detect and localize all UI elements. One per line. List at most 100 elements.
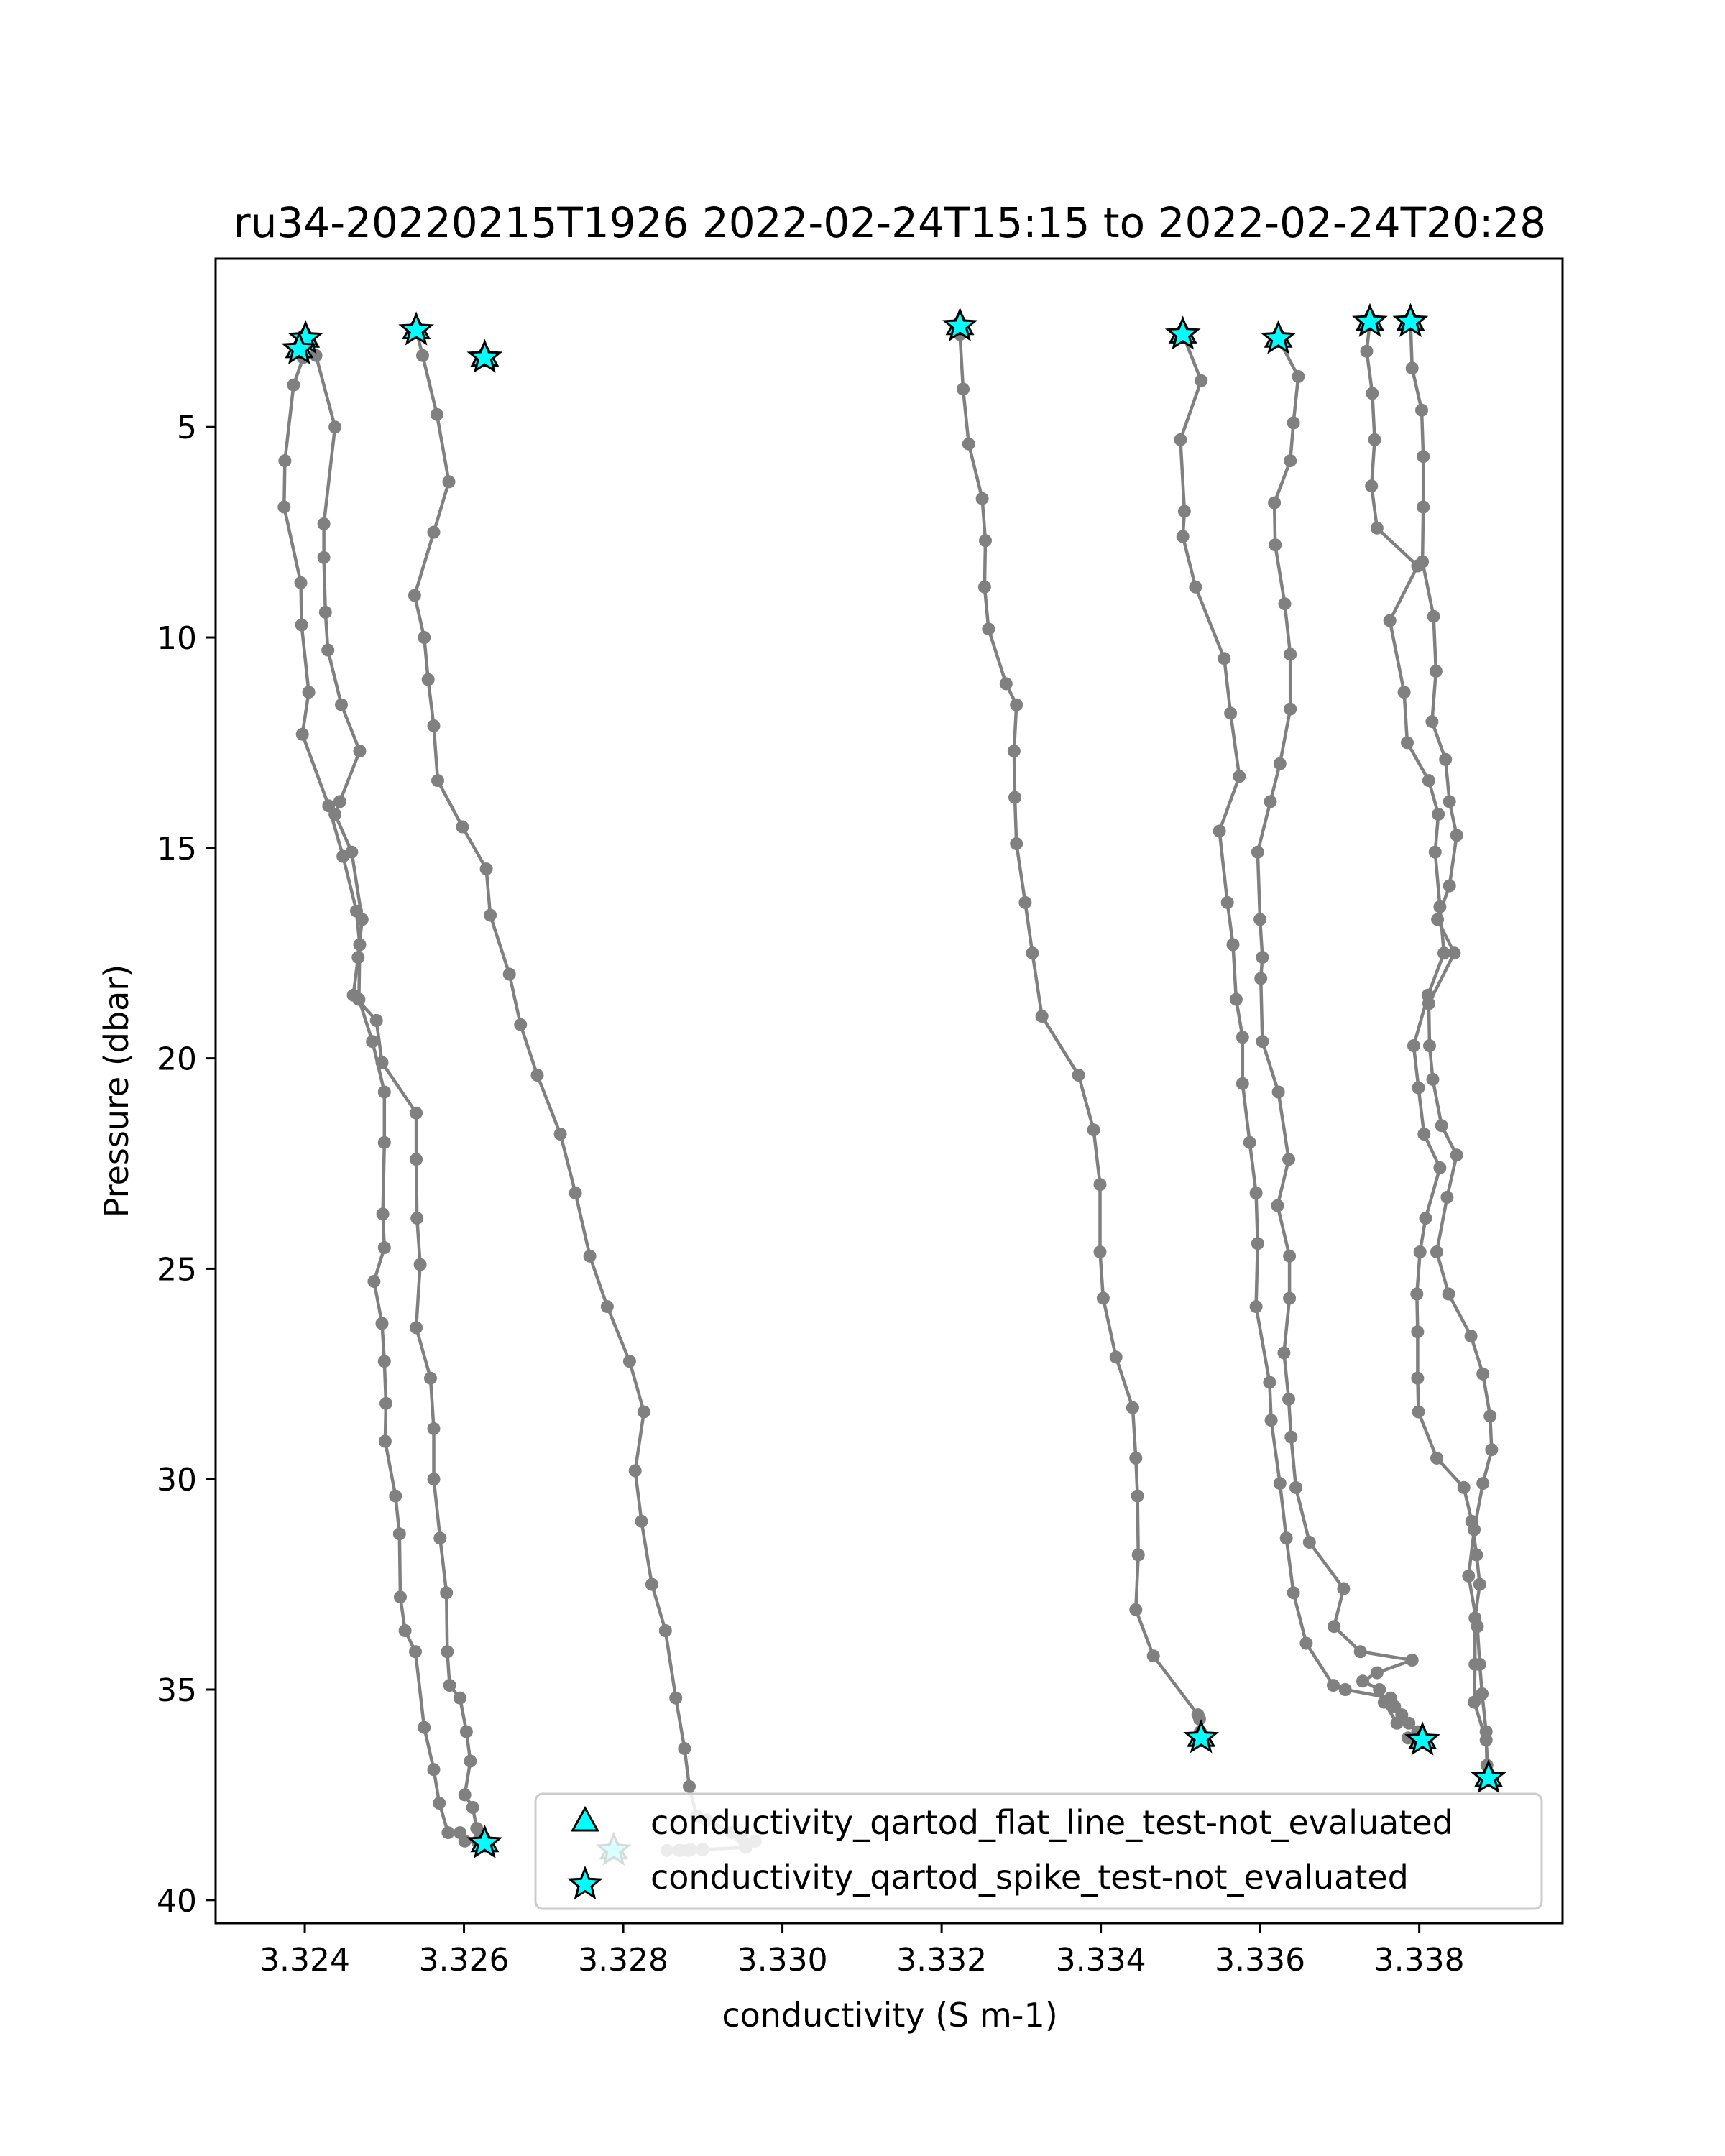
data-point — [1093, 1245, 1107, 1258]
data-point — [530, 1069, 544, 1082]
data-point — [333, 795, 346, 808]
data-point — [982, 622, 995, 636]
data-point — [1273, 1477, 1287, 1491]
data-point — [1450, 829, 1463, 842]
data-point — [1284, 454, 1297, 468]
data-point — [1282, 1153, 1295, 1166]
spike-flag-marker — [1392, 303, 1429, 337]
data-point — [1018, 895, 1032, 909]
data-point — [350, 904, 363, 918]
data-point — [1430, 1245, 1443, 1258]
data-point — [1383, 614, 1397, 627]
data-point — [1284, 648, 1297, 661]
data-point — [295, 618, 308, 632]
data-point — [1438, 946, 1450, 960]
data-point — [1425, 715, 1439, 729]
data-point — [1388, 1700, 1402, 1713]
data-point — [1010, 698, 1024, 711]
data-point — [424, 1371, 437, 1385]
x-tick-label: 3.330 — [737, 1942, 828, 1978]
data-point — [1368, 433, 1381, 446]
data-point — [1439, 752, 1453, 766]
data-point — [380, 1396, 392, 1410]
data-point — [1442, 1287, 1455, 1301]
data-point — [466, 1801, 479, 1814]
x-axis: 3.324 3.326 3.328 3.330 3.332 3.334 3.336 3.338 — [259, 1923, 1465, 1978]
data-point — [1093, 1178, 1107, 1192]
data-point — [1249, 1300, 1263, 1314]
data-point — [1264, 1414, 1278, 1427]
profile-series-6 — [1251, 332, 1419, 1730]
data-point — [1236, 1031, 1249, 1044]
data-point — [1224, 706, 1238, 720]
data-point — [1423, 1039, 1436, 1052]
data-point — [1226, 938, 1240, 952]
data-point — [1328, 1620, 1341, 1634]
data-point — [1284, 702, 1297, 716]
data-point — [979, 534, 992, 548]
data-point — [1249, 1187, 1263, 1199]
y-tick-label: 10 — [157, 620, 197, 657]
data-point — [1360, 344, 1374, 358]
data-point — [459, 1725, 473, 1738]
data-point — [1476, 1367, 1490, 1381]
data-point — [1283, 1291, 1297, 1305]
data-point — [1416, 555, 1430, 568]
data-point — [1485, 1443, 1499, 1457]
data-point — [1251, 845, 1264, 859]
data-point — [669, 1691, 683, 1705]
data-point — [1254, 913, 1267, 926]
x-axis-label: conductivity (S m-1) — [722, 1996, 1057, 2035]
data-point — [1422, 774, 1435, 788]
data-point — [302, 686, 316, 699]
data-point — [408, 589, 421, 602]
data-point — [427, 1763, 441, 1777]
data-point — [1450, 1148, 1463, 1162]
data-point — [1468, 1523, 1481, 1537]
data-point — [418, 631, 431, 644]
data-point — [1457, 1480, 1471, 1494]
y-tick-label: 40 — [157, 1883, 197, 1920]
data-point — [1010, 837, 1024, 850]
data-point — [1236, 1077, 1249, 1090]
data-point — [1193, 1713, 1206, 1726]
data-point — [1370, 521, 1384, 535]
data-point — [1035, 1010, 1049, 1023]
data-point — [318, 605, 332, 619]
data-point — [1277, 1346, 1291, 1360]
data-point — [962, 437, 975, 451]
data-point — [278, 454, 292, 468]
data-point — [583, 1249, 597, 1263]
data-point — [1405, 361, 1419, 375]
data-point — [975, 492, 989, 505]
data-point — [1417, 1128, 1431, 1141]
data-point — [1468, 1695, 1481, 1709]
data-point — [1096, 1291, 1110, 1305]
data-point — [287, 378, 300, 392]
data-point — [1365, 479, 1379, 493]
data-point — [1471, 1620, 1484, 1634]
data-point — [1264, 795, 1277, 808]
data-point — [413, 1258, 427, 1271]
data-point — [1302, 1536, 1316, 1549]
data-point — [366, 1035, 380, 1049]
data-point — [1271, 1085, 1285, 1099]
data-point — [514, 1018, 528, 1031]
data-point — [421, 673, 435, 686]
data-point — [1373, 1683, 1386, 1696]
data-point — [999, 677, 1013, 691]
data-point — [1087, 1123, 1100, 1137]
data-point — [1072, 1069, 1085, 1082]
data-point — [443, 1679, 456, 1692]
data-point — [433, 1531, 447, 1545]
data-point — [978, 580, 991, 594]
axes-frame — [214, 257, 1564, 1925]
legend-label: conductivity_qartod_spike_test-not_evalu… — [650, 1858, 1409, 1897]
data-point — [1476, 1477, 1490, 1491]
data-point — [1327, 1679, 1340, 1692]
data-point — [409, 1645, 422, 1659]
data-point — [418, 1720, 431, 1734]
data-point — [1431, 913, 1445, 926]
data-point — [322, 799, 336, 813]
data-point — [1026, 946, 1039, 960]
